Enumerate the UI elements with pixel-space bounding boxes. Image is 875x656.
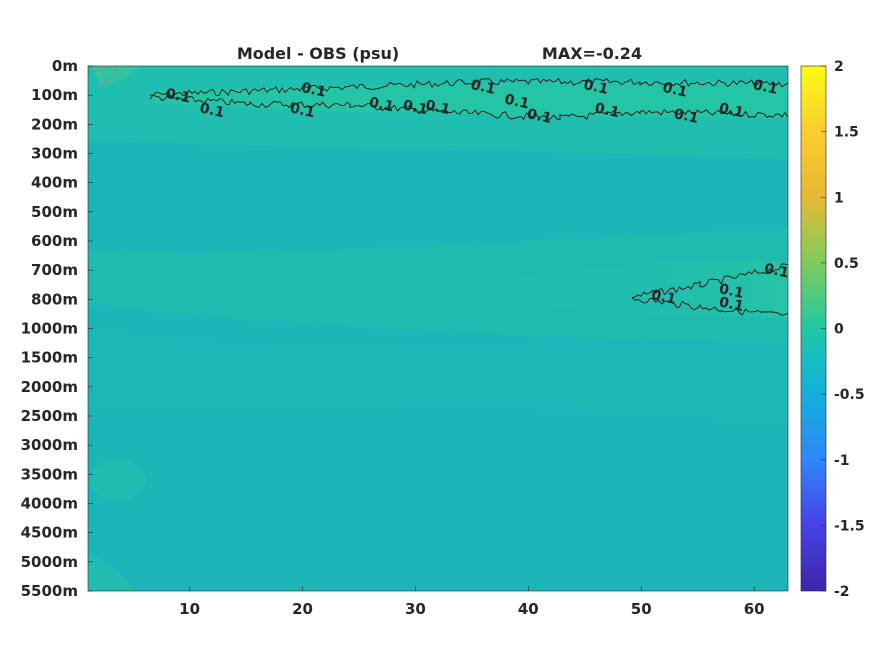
contour-label: 0.1 xyxy=(672,106,700,127)
y-tick-label: 3000m xyxy=(21,436,78,454)
contour-label: 0.1 xyxy=(526,106,554,127)
y-tick-label: 1500m xyxy=(21,349,78,367)
contour-label: 0.1 xyxy=(763,261,791,282)
y-tick-label: 2000m xyxy=(21,378,78,396)
heatmap-lower-band xyxy=(88,330,788,420)
colorbar-tick-label: -1.5 xyxy=(834,518,865,534)
x-tick-label: 30 xyxy=(405,600,426,618)
contour-label: 0.1 xyxy=(593,100,621,121)
colorbar-tick-label: 2 xyxy=(834,59,844,75)
y-tick-label: 800m xyxy=(31,290,78,308)
negative-contour xyxy=(91,67,119,87)
contour-label: 0.1 xyxy=(503,92,531,113)
colorbar-tick-label: 0.5 xyxy=(834,256,859,272)
y-tick-label: 1000m xyxy=(21,320,78,338)
chart-title: Model - OBS (psu) xyxy=(237,44,399,63)
y-tick-label: 200m xyxy=(31,115,78,133)
heatmap-surface-patch xyxy=(92,66,140,86)
colorbar-ticks: 2 1.5 1 0.5 0 -0.5 -1 -1.5 -2 xyxy=(821,59,865,600)
contour-line xyxy=(631,297,789,316)
heatmap-upper-core xyxy=(150,81,788,118)
y-tick-label: 0m xyxy=(52,57,78,75)
y-tick-label: 600m xyxy=(31,232,78,250)
contour-line xyxy=(149,77,789,98)
heatmap-mid-core xyxy=(430,260,788,318)
colorbar-tick-label: 1.5 xyxy=(834,125,859,141)
contour-label: 0.1 xyxy=(424,97,452,118)
colorbar-tick-label: -2 xyxy=(834,584,850,600)
y-axis: 0m 100m 200m 300m 400m 500m 600m 700m 800m 1000m 1… xyxy=(21,57,93,600)
contour-label: 0.1 xyxy=(469,77,497,98)
colorbar-tick-label: -1 xyxy=(834,453,850,469)
colorbar-tick-label: -0.5 xyxy=(834,387,865,403)
contour-label: 0.1 xyxy=(289,100,317,121)
contour-label: 0.1 xyxy=(718,294,746,315)
y-tick-label: 5500m xyxy=(21,582,78,600)
y-tick-label: 300m xyxy=(31,145,78,163)
contour-labels: 0.10.1 0.10.10.1 0.10.10.10.10.10.10.10.10… xyxy=(164,77,790,315)
contour-label: 0.1 xyxy=(751,77,779,98)
contour-label: 0.1 xyxy=(650,287,678,308)
heatmap-patch-deep xyxy=(90,460,146,500)
x-tick-label: 40 xyxy=(518,600,539,618)
heatmap-patch-bottom xyxy=(88,555,135,591)
x-tick-label: 10 xyxy=(179,600,200,618)
contour-label: 0.1 xyxy=(164,86,192,107)
contour-lines xyxy=(149,77,789,316)
y-tick-label: 100m xyxy=(31,86,78,104)
colorbar-tick-label: 1 xyxy=(834,190,844,206)
contour-label: 0.1 xyxy=(582,77,610,98)
plot-area: 0.10.1 0.10.10.1 0.10.10.10.10.10.10.10.10… xyxy=(87,65,790,592)
y-tick-label: 5000m xyxy=(21,553,78,571)
x-tick-label: 20 xyxy=(292,600,313,618)
y-tick-label: 2500m xyxy=(21,407,78,425)
contour-line xyxy=(149,94,789,122)
x-tick-label: 50 xyxy=(631,600,652,618)
x-tick-label: 60 xyxy=(744,600,765,618)
contour-label: 0.1 xyxy=(661,80,689,101)
max-label: MAX=-0.24 xyxy=(542,44,642,63)
colorbar: 2 1.5 1 0.5 0 -0.5 -1 -1.5 -2 xyxy=(800,59,865,600)
contour-line xyxy=(631,263,789,298)
contour-label: 0.1 xyxy=(368,94,396,115)
y-tick-label: 400m xyxy=(31,174,78,192)
y-tick-label: 3500m xyxy=(21,465,78,483)
y-tick-label: 700m xyxy=(31,261,78,279)
x-axis: 10 20 30 40 50 60 xyxy=(179,586,765,618)
contour-label: 0.1 xyxy=(718,100,746,121)
contour-label: 0.1 xyxy=(401,97,429,118)
contour-label: 0.1 xyxy=(198,100,226,121)
y-tick-label: 500m xyxy=(31,203,78,221)
contour-label: 0.1 xyxy=(300,80,328,101)
heatmap-mid-band xyxy=(88,230,788,345)
y-tick-label: 4000m xyxy=(21,495,78,513)
colorbar-tick-label: 0 xyxy=(834,322,844,338)
contour-label: 0.1 xyxy=(718,281,746,302)
y-tick-label: 4500m xyxy=(21,524,78,542)
